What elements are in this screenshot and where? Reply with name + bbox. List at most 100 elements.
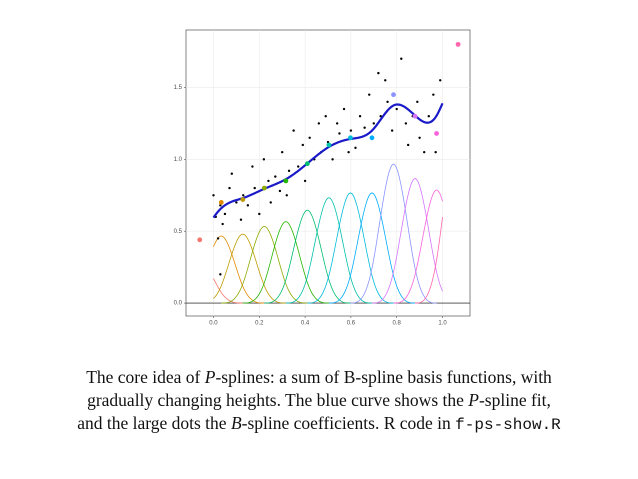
data-point — [439, 79, 442, 82]
basis-function — [221, 225, 308, 304]
basis-function — [213, 235, 265, 304]
coefficient-dot — [391, 92, 396, 98]
data-point — [216, 237, 220, 240]
data-point — [335, 122, 339, 125]
data-point — [342, 107, 346, 111]
data-point — [400, 57, 403, 60]
data-point — [242, 194, 245, 197]
data-point — [308, 136, 311, 139]
coefficient-dot — [283, 178, 289, 184]
data-point — [404, 122, 408, 125]
data-point — [251, 165, 254, 168]
caption-code: f-ps-show.R — [455, 416, 561, 434]
fit-curve — [212, 102, 444, 219]
data-point — [338, 132, 341, 135]
data-point — [274, 175, 277, 178]
data-point — [230, 172, 234, 175]
coefficient-dot — [455, 41, 461, 47]
data-point — [267, 179, 270, 183]
coefficient-dot — [348, 135, 353, 141]
data-point — [390, 129, 394, 132]
data-point — [235, 201, 238, 204]
chart: 0.0 0.2 0.4 0.6 0.8 1.0 0.0 0.5 1.0 1.5 — [174, 29, 471, 327]
basis-function — [242, 221, 329, 304]
data-point — [317, 122, 321, 125]
data-point — [258, 212, 261, 216]
basis-function — [285, 197, 372, 304]
data-point — [418, 136, 421, 139]
basis-function — [307, 192, 394, 304]
data-point — [212, 194, 215, 197]
data-point — [427, 115, 430, 118]
data-point — [406, 143, 410, 147]
basis-function — [393, 189, 443, 304]
data-point — [253, 186, 256, 190]
x-tick-label: 0.2 — [255, 321, 264, 327]
data-point — [280, 150, 284, 154]
data-point — [395, 107, 398, 111]
data-point — [384, 79, 387, 82]
y-tick-label: 0.5 — [174, 229, 183, 235]
data-point — [432, 93, 435, 96]
caption-text: -splines: a sum of B-spline basis functi… — [215, 367, 552, 387]
data-point — [386, 100, 389, 104]
data-point — [301, 143, 305, 147]
basis-function — [371, 178, 443, 304]
data-point — [278, 189, 282, 193]
coefficient-dot — [240, 197, 246, 202]
data-point — [358, 115, 362, 118]
data-point — [434, 150, 437, 154]
data-point — [285, 194, 288, 197]
data-point — [221, 222, 224, 226]
basis-function — [264, 209, 351, 304]
y-tick-label: 1.5 — [174, 85, 183, 91]
x-tick-label: 0.0 — [209, 321, 218, 327]
data-point — [422, 150, 426, 154]
y-tick-label: 0.0 — [174, 301, 183, 307]
data-point — [354, 146, 357, 150]
x-tick-label: 0.8 — [393, 321, 402, 327]
data-point — [246, 204, 250, 207]
data-point — [324, 115, 327, 118]
data-point — [372, 122, 376, 125]
x-tick-label: 0.6 — [347, 321, 356, 327]
coefficient-dot — [197, 237, 203, 243]
plot-panel — [185, 29, 471, 317]
data-point — [303, 179, 307, 183]
coefficient-dot — [218, 200, 224, 205]
data-point — [347, 150, 350, 154]
caption-italic: B — [230, 413, 242, 433]
x-tick-label: 0.4 — [301, 321, 310, 327]
data-point — [219, 273, 222, 276]
caption-text: and the large dots the — [77, 413, 231, 433]
basis-function — [328, 192, 416, 304]
coefficient-dot — [326, 142, 332, 148]
caption-italic: P — [468, 390, 479, 410]
caption-italic: P — [204, 367, 216, 387]
basis-function — [213, 278, 243, 304]
data-point — [297, 165, 300, 168]
coefficient-dot — [261, 185, 267, 191]
coefficient-dot — [412, 113, 418, 119]
caption: The core idea of P-splines: a sum of B-s… — [0, 366, 638, 437]
y-tick-label: 1.0 — [174, 157, 183, 163]
caption-text: -spline fit, — [478, 390, 551, 410]
data-point — [363, 126, 366, 129]
basis-function — [415, 216, 443, 304]
data-point — [377, 71, 380, 75]
data-point — [349, 129, 353, 132]
coefficient-dot — [304, 161, 310, 167]
data-point — [228, 186, 231, 190]
data-point — [331, 158, 334, 161]
caption-text: The core idea of — [86, 367, 205, 387]
coefficient-dot — [434, 131, 439, 136]
caption-text: gradually changing heights. The blue cur… — [87, 390, 469, 410]
data-point — [239, 218, 243, 221]
coefficient-dot — [369, 135, 375, 141]
data-point — [269, 201, 272, 204]
basis-function — [350, 163, 437, 304]
caption-text: -spline coefficients. R code in — [241, 413, 456, 433]
basis-function — [213, 233, 286, 304]
data-point — [416, 100, 419, 104]
x-tick-label: 1.0 — [438, 321, 447, 327]
